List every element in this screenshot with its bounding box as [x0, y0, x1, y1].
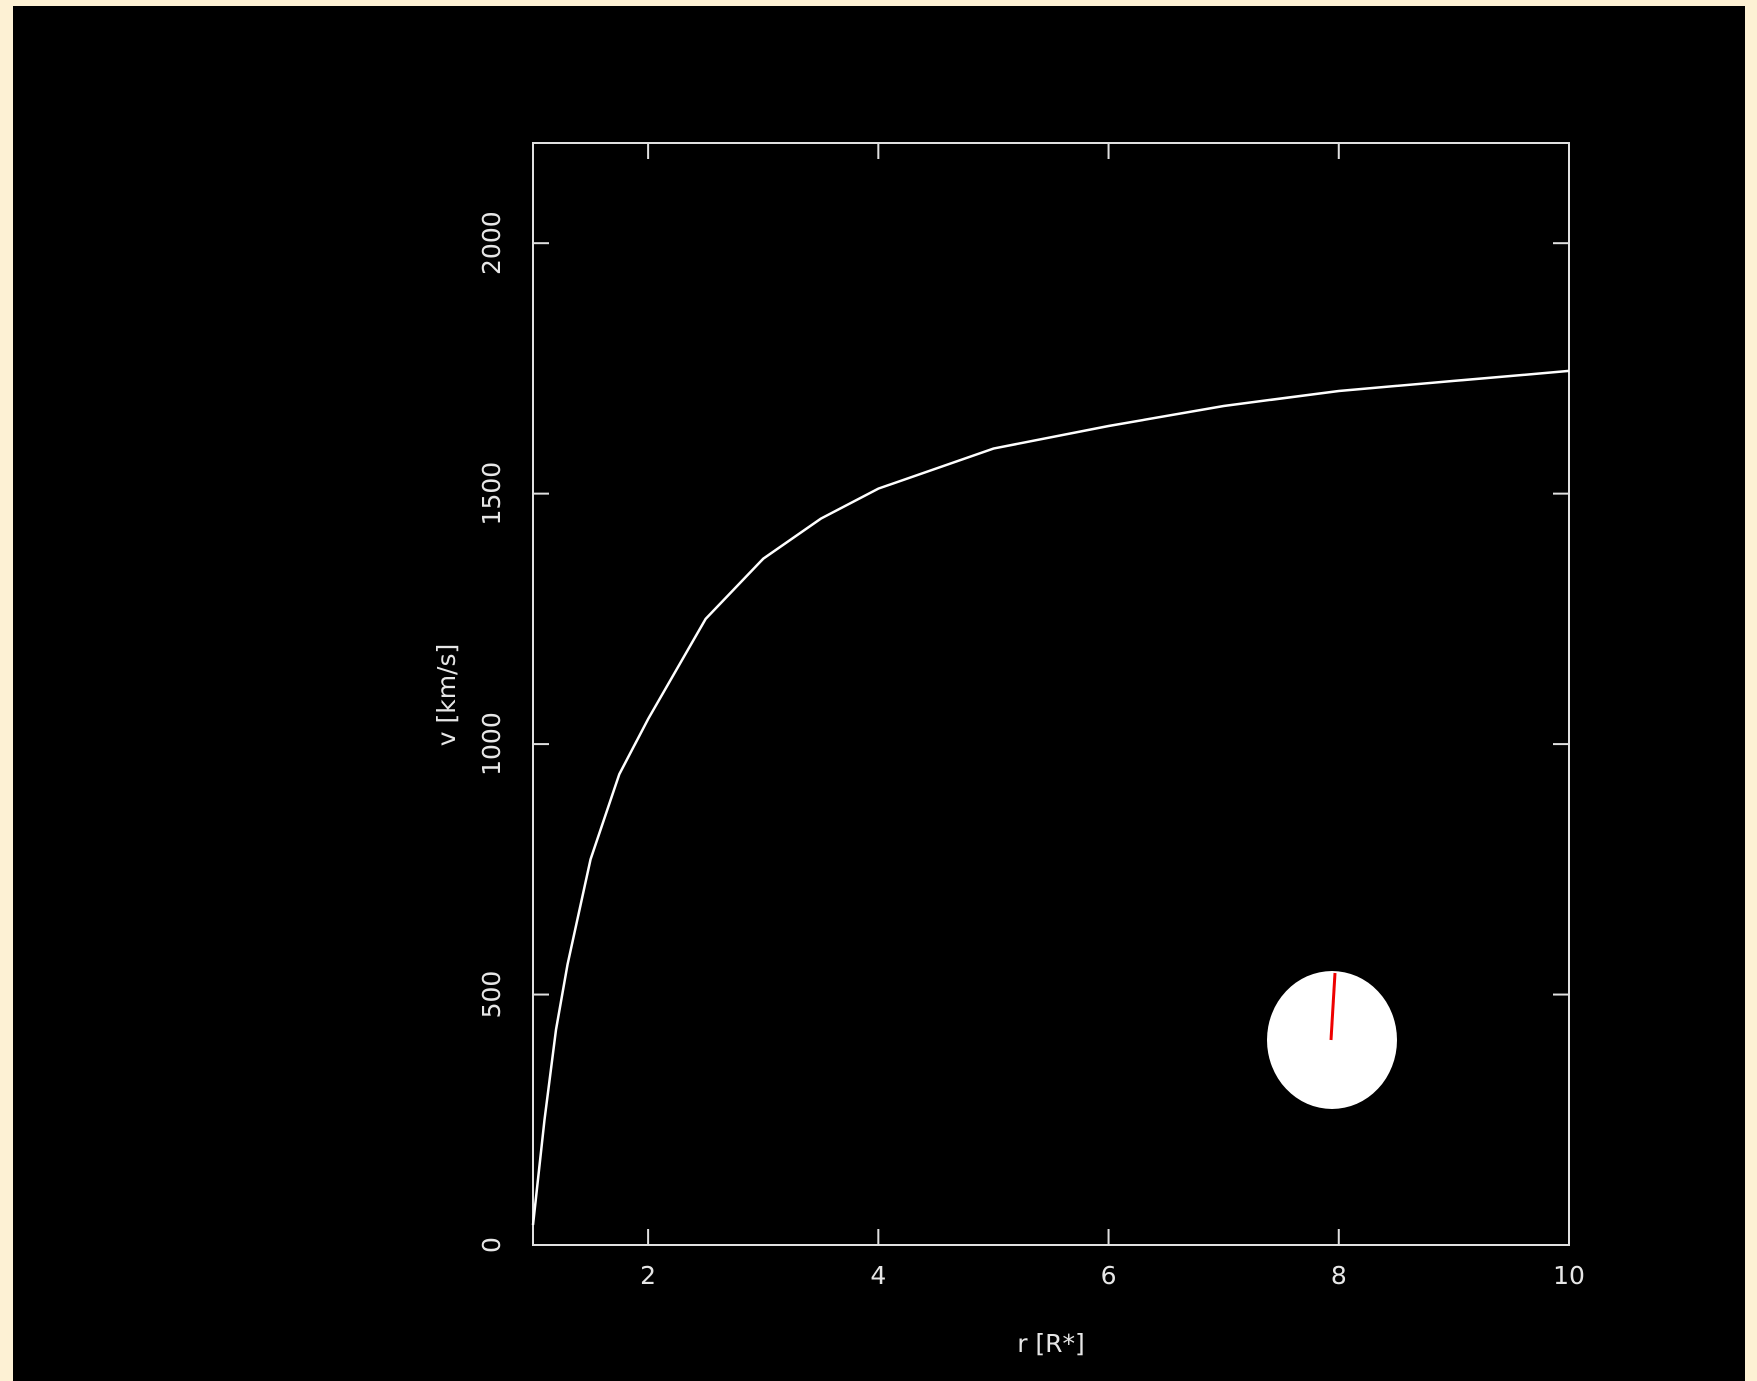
status-indicator: [1267, 971, 1397, 1109]
x-tick-label: 6: [1101, 1261, 1117, 1290]
data-line: [531, 369, 1570, 1226]
y-tick-label: 1500: [477, 462, 506, 526]
y-tick-label: 1000: [477, 712, 506, 776]
y-tick-label: 0: [477, 1237, 506, 1253]
x-tick-label: 4: [870, 1261, 886, 1290]
plot-frame: [532, 142, 1570, 1246]
panel: [13, 6, 1745, 1381]
y-tick-label: 2000: [477, 211, 506, 275]
y-axis-label: v [km/s]: [432, 644, 461, 747]
x-tick-label: 8: [1331, 1261, 1347, 1290]
x-axis-label: r [R*]: [1017, 1329, 1085, 1358]
indicator-hand: [1329, 972, 1337, 1041]
x-tick-label: 2: [640, 1261, 656, 1290]
y-tick-label: 500: [477, 971, 506, 1019]
x-tick-label: 10: [1553, 1261, 1585, 1290]
